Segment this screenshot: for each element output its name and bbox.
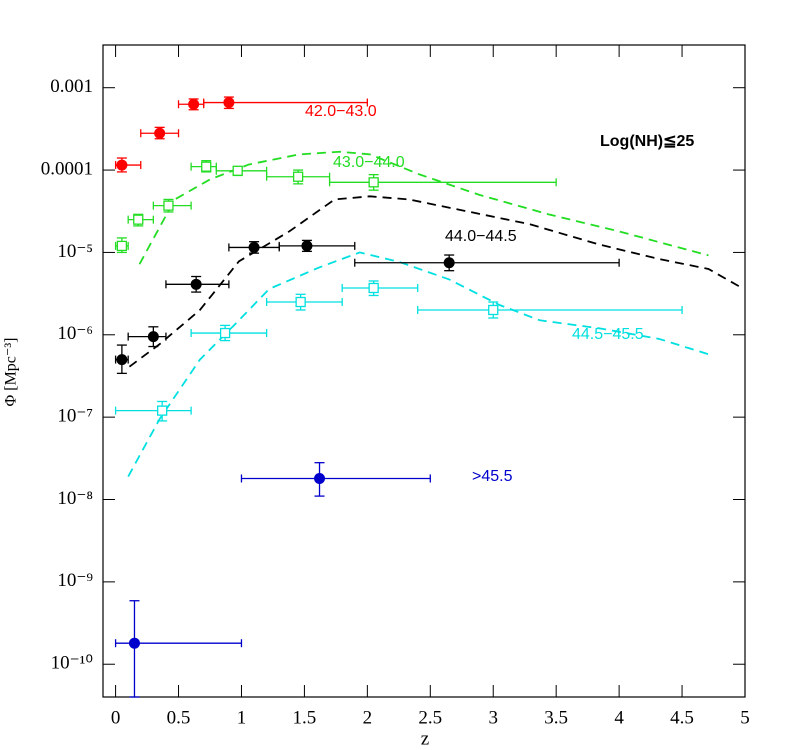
point bbox=[443, 257, 455, 269]
point bbox=[188, 98, 200, 110]
x-tick-label: 0.5 bbox=[167, 707, 191, 728]
point bbox=[157, 405, 168, 416]
model-curve bbox=[138, 150, 709, 265]
y-tick-label: 0.001 bbox=[50, 76, 93, 97]
point bbox=[116, 159, 128, 171]
point bbox=[163, 200, 174, 211]
point bbox=[488, 304, 499, 316]
x-tick-label: 2.5 bbox=[418, 707, 442, 728]
x-tick-label: 3.5 bbox=[544, 707, 568, 728]
series-label: >45.5 bbox=[472, 468, 513, 485]
x-tick-label: 3 bbox=[488, 707, 498, 728]
series-label: 43.0−44.0 bbox=[333, 154, 405, 171]
annotation: Log(NH)≦25 bbox=[600, 133, 694, 150]
point bbox=[190, 278, 202, 290]
x-tick-label: 5 bbox=[740, 707, 750, 728]
point bbox=[232, 165, 243, 176]
x-tick-label: 4 bbox=[614, 707, 624, 728]
point bbox=[133, 214, 144, 225]
point bbox=[219, 327, 231, 339]
point bbox=[116, 354, 128, 366]
y-tick-label: 10⁻¹⁰ bbox=[51, 653, 93, 674]
x-axis-label: z bbox=[421, 728, 429, 749]
point bbox=[292, 171, 304, 182]
y-axis-label: Φ [Mpc⁻³] bbox=[3, 338, 20, 407]
x-tick-label: 2 bbox=[363, 707, 373, 728]
point bbox=[128, 637, 140, 649]
point bbox=[223, 97, 235, 109]
series-label: 44.0−44.5 bbox=[445, 228, 517, 245]
y-tick-label: 10⁻⁸ bbox=[57, 488, 93, 509]
point bbox=[368, 177, 379, 188]
y-tick-label: 10⁻⁶ bbox=[57, 323, 93, 344]
x-tick-label: 1.5 bbox=[293, 707, 317, 728]
point bbox=[295, 296, 306, 308]
y-tick-label: 0.0001 bbox=[41, 158, 93, 179]
point bbox=[301, 240, 313, 252]
point bbox=[368, 282, 379, 294]
point bbox=[147, 331, 159, 343]
plot-frame bbox=[102, 44, 746, 698]
series-label: 42.0−43.0 bbox=[305, 103, 377, 120]
point bbox=[314, 472, 326, 484]
point bbox=[154, 127, 166, 139]
point bbox=[248, 241, 260, 253]
point bbox=[116, 240, 128, 252]
model-curve bbox=[127, 251, 709, 477]
y-tick-label: 10⁻⁵ bbox=[57, 241, 93, 262]
x-tick-label: 0 bbox=[111, 707, 121, 728]
x-tick-label: 4.5 bbox=[670, 707, 694, 728]
series-label: 44.5−45.5 bbox=[572, 326, 644, 343]
y-tick-label: 10⁻⁷ bbox=[57, 406, 93, 427]
point bbox=[201, 161, 212, 172]
model-curve bbox=[128, 195, 745, 368]
y-tick-label: 10⁻⁹ bbox=[57, 570, 93, 591]
x-tick-label: 1 bbox=[237, 707, 247, 728]
